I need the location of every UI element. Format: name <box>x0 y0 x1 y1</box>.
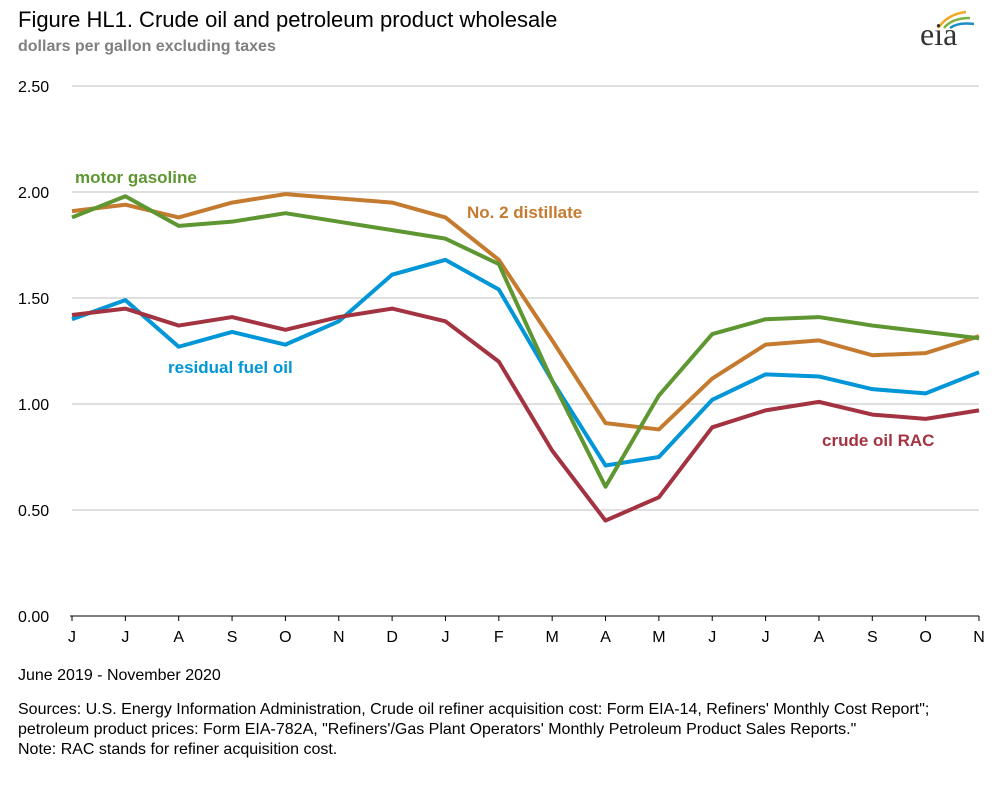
x-tick-label: N <box>973 629 985 646</box>
x-tick-label: O <box>919 629 931 646</box>
note-text: Note: RAC stands for refiner acquisition… <box>18 741 338 758</box>
x-tick-label: S <box>867 629 878 646</box>
y-tick-label: 2.00 <box>18 185 49 202</box>
y-tick-label: 0.00 <box>18 609 49 626</box>
x-tick-label: M <box>546 629 559 646</box>
x-tick-label: J <box>441 629 449 646</box>
series-label: residual fuel oil <box>168 358 293 377</box>
date-range: June 2019 - November 2020 <box>18 667 221 684</box>
series-line-crude-oil-rac <box>71 306 980 523</box>
x-tick-label: O <box>279 629 291 646</box>
x-tick-label: J <box>708 629 716 646</box>
y-tick-label: 1.00 <box>18 397 49 414</box>
x-tick-label: J <box>68 629 76 646</box>
y-tick-label: 0.50 <box>18 503 49 520</box>
series-line-residual-fuel-oil <box>71 257 980 468</box>
y-tick-label: 1.50 <box>18 291 49 308</box>
x-tick-label: J <box>121 629 129 646</box>
line-chart: 0.00 0.50 1.00 1.50 2.00 2.50 J J A S O N D J F M A M J J A S… <box>18 79 985 646</box>
chart-subtitle: dollars per gallon excluding taxes <box>18 38 276 55</box>
chart-title: Figure HL1. Crude oil and petroleum prod… <box>18 7 558 32</box>
x-tick-label: D <box>386 629 398 646</box>
series-label: No. 2 distillate <box>467 203 582 222</box>
x-tick-label: F <box>494 629 504 646</box>
source-notes: Sources: U.S. Energy Information Adminis… <box>18 700 978 760</box>
x-tick-label: A <box>600 629 611 646</box>
x-tick-label: A <box>173 629 184 646</box>
series-line-motor-gasoline <box>71 194 980 489</box>
sources-text: Sources: U.S. Energy Information Adminis… <box>18 701 930 738</box>
eia-logo-rays-icon <box>936 10 975 30</box>
x-tick-label: S <box>227 629 238 646</box>
x-tick-label: A <box>814 629 825 646</box>
x-tick-label: M <box>652 629 665 646</box>
series-label: motor gasoline <box>75 168 197 187</box>
x-tick-label: N <box>333 629 345 646</box>
eia-logo: eia <box>920 16 958 52</box>
x-tick-label: J <box>762 629 770 646</box>
series-label: crude oil RAC <box>822 431 934 450</box>
series-line-no-2-distillate <box>71 192 980 432</box>
y-tick-label: 2.50 <box>18 79 49 96</box>
